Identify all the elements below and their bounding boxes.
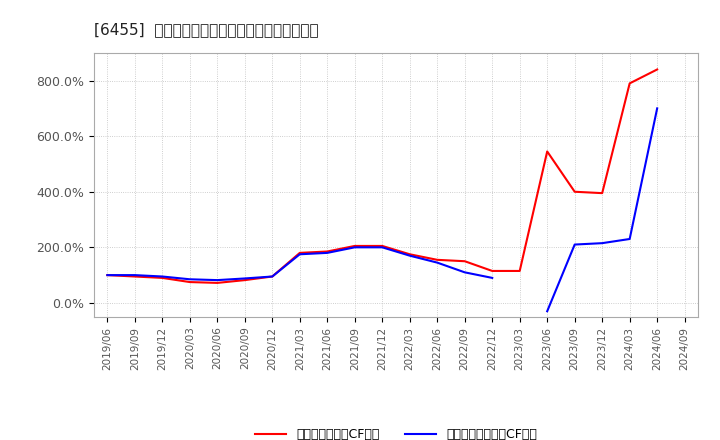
- 有利子負債フリーCF比率: [213, 278, 222, 283]
- 有利子負債フリーCF比率: [323, 250, 332, 256]
- 有利子負債営業CF比率: [598, 191, 606, 196]
- 有利子負債営業CF比率: [323, 249, 332, 254]
- 有利子負債営業CF比率: [186, 279, 194, 285]
- 有利子負債営業CF比率: [488, 268, 497, 274]
- 有利子負債フリーCF比率: [158, 274, 166, 279]
- 有利子負債営業CF比率: [405, 252, 414, 257]
- 有利子負債フリーCF比率: [460, 270, 469, 275]
- 有利子負債営業CF比率: [268, 274, 276, 279]
- Text: [6455]  有利子負債キャッシュフロー比率の推移: [6455] 有利子負債キャッシュフロー比率の推移: [94, 22, 318, 37]
- 有利子負債フリーCF比率: [488, 275, 497, 281]
- 有利子負債営業CF比率: [351, 243, 359, 249]
- 有利子負債フリーCF比率: [351, 245, 359, 250]
- 有利子負債営業CF比率: [130, 274, 139, 279]
- Line: 有利子負債フリーCF比率: 有利子負債フリーCF比率: [107, 247, 492, 280]
- 有利子負債営業CF比率: [240, 278, 249, 283]
- 有利子負債フリーCF比率: [295, 252, 304, 257]
- 有利子負債営業CF比率: [433, 257, 441, 263]
- 有利子負債フリーCF比率: [268, 274, 276, 279]
- 有利子負債フリーCF比率: [186, 277, 194, 282]
- 有利子負債フリーCF比率: [433, 260, 441, 265]
- 有利子負債営業CF比率: [543, 149, 552, 154]
- 有利子負債営業CF比率: [103, 272, 112, 278]
- 有利子負債営業CF比率: [295, 250, 304, 256]
- 有利子負債営業CF比率: [158, 275, 166, 281]
- 有利子負債営業CF比率: [570, 189, 579, 194]
- 有利子負債営業CF比率: [653, 67, 662, 72]
- 有利子負債営業CF比率: [460, 259, 469, 264]
- 有利子負債営業CF比率: [213, 280, 222, 286]
- 有利子負債営業CF比率: [378, 243, 387, 249]
- Legend: 有利子負債営業CF比率, 有利子負債フリーCF比率: 有利子負債営業CF比率, 有利子負債フリーCF比率: [250, 423, 542, 440]
- 有利子負債営業CF比率: [626, 81, 634, 86]
- Line: 有利子負債営業CF比率: 有利子負債営業CF比率: [107, 70, 657, 283]
- 有利子負債フリーCF比率: [130, 272, 139, 278]
- 有利子負債営業CF比率: [516, 268, 524, 274]
- 有利子負債フリーCF比率: [240, 276, 249, 281]
- 有利子負債フリーCF比率: [405, 253, 414, 258]
- 有利子負債フリーCF比率: [103, 272, 112, 278]
- 有利子負債フリーCF比率: [378, 245, 387, 250]
